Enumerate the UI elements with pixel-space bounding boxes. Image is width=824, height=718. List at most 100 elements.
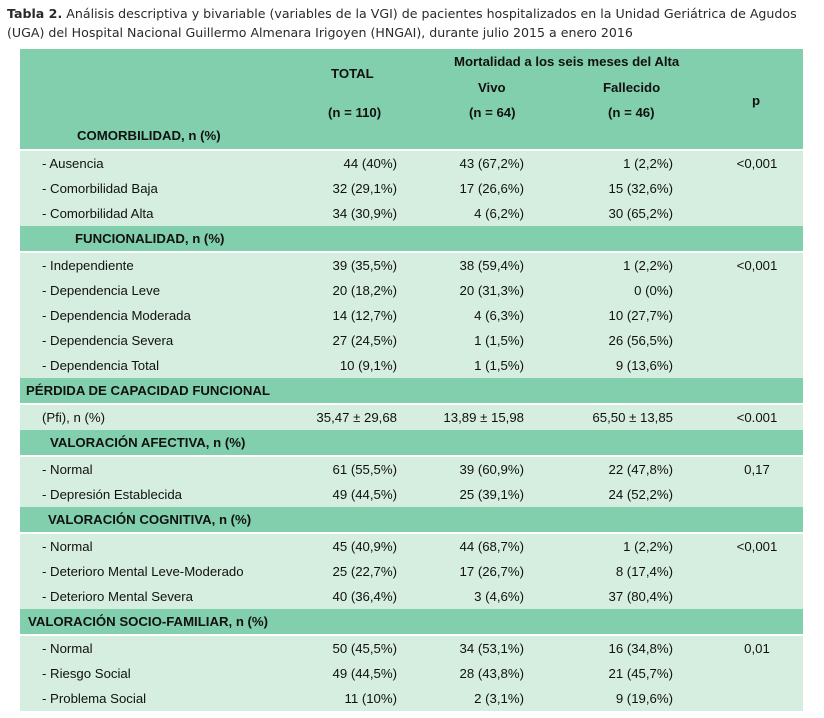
table-row: - Depresión Establecida 49 (44,5%) 25 (39,…	[20, 482, 803, 507]
cell-p: 0,17	[744, 462, 770, 477]
table-body: - Ausencia 44 (40%) 43 (67,2%) 1 (2,2%) <0,0…	[20, 149, 803, 711]
section-row: VALORACIÓN SOCIO-FAMILIAR, n (%)	[20, 609, 803, 634]
cell-total: 50 (45,5%)	[332, 641, 397, 656]
cell-vivo: 28 (43,8%)	[459, 666, 524, 681]
cell-vivo: 13,89 ± 15,98	[443, 410, 524, 425]
header-total-n: (n = 110)	[328, 105, 382, 120]
cell-fallecido: 22 (47,8%)	[608, 462, 673, 477]
cell-fallecido: 1 (2,2%)	[623, 258, 673, 273]
cell-p	[727, 201, 787, 226]
row-label: - Depresión Establecida	[42, 487, 183, 502]
row-label: - Deterioro Mental Leve-Moderado	[42, 564, 244, 579]
cell-p: <0,001	[736, 258, 778, 273]
cell-vivo: 34 (53,1%)	[459, 641, 524, 656]
cell-fallecido: 10 (27,7%)	[608, 308, 673, 323]
table-row: - Normal 45 (40,9%) 44 (68,7%) 1 (2,2%) <0,0…	[20, 532, 803, 559]
row-label: - Independiente	[42, 258, 134, 273]
cell-p	[727, 686, 787, 711]
cell-total: 35,47 ± 29,68	[316, 410, 397, 425]
section-row: VALORACIÓN AFECTIVA, n (%)	[20, 430, 803, 455]
cell-total: 44 (40%)	[343, 156, 397, 171]
cell-fallecido: 9 (19,6%)	[615, 691, 673, 706]
row-label: - Normal	[42, 462, 93, 477]
row-label: - Ausencia	[42, 156, 104, 171]
row-label: - Riesgo Social	[42, 666, 131, 681]
section-label: VALORACIÓN COGNITIVA, n (%)	[48, 512, 252, 527]
cell-total: 61 (55,5%)	[332, 462, 397, 477]
table-row: - Dependencia Leve 20 (18,2%) 20 (31,3%) 0 …	[20, 278, 803, 303]
cell-total: 39 (35,5%)	[332, 258, 397, 273]
cell-total: 25 (22,7%)	[332, 564, 397, 579]
cell-p	[727, 328, 787, 353]
cell-vivo: 44 (68,7%)	[459, 539, 524, 554]
row-label: - Dependencia Leve	[42, 283, 161, 298]
table-row: - Comorbilidad Alta 34 (30,9%) 4 (6,2%) 30 …	[20, 201, 803, 226]
table-row: - Problema Social 11 (10%) 2 (3,1%) 9 (19,6…	[20, 686, 803, 711]
cell-fallecido: 30 (65,2%)	[608, 206, 673, 221]
header-fallecido: Fallecido	[603, 80, 661, 95]
cell-p	[727, 559, 787, 584]
cell-p: 0,01	[744, 641, 770, 656]
cell-fallecido: 15 (32,6%)	[608, 181, 673, 196]
cell-fallecido: 26 (56,5%)	[608, 333, 673, 348]
table-caption: Tabla 2. Análisis descriptiva y bivariab…	[7, 4, 819, 42]
cell-total: 32 (29,1%)	[332, 181, 397, 196]
table-row: - Dependencia Moderada 14 (12,7%) 4 (6,3%)…	[20, 303, 803, 328]
cell-vivo: 3 (4,6%)	[474, 589, 524, 604]
section-label: VALORACIÓN AFECTIVA, n (%)	[50, 435, 246, 450]
cell-p	[727, 303, 787, 328]
cell-vivo: 43 (67,2%)	[459, 156, 524, 171]
cell-p: <0.001	[736, 410, 778, 425]
caption-text: Análisis descriptiva y bivariable (varia…	[7, 6, 797, 40]
cell-fallecido: 1 (2,2%)	[623, 156, 673, 171]
cell-total: 14 (12,7%)	[332, 308, 397, 323]
row-label: - Comorbilidad Baja	[42, 181, 158, 196]
table-row: - Dependencia Severa 27 (24,5%) 1 (1,5%) 26…	[20, 328, 803, 353]
header-p: p	[752, 93, 761, 108]
header-vivo: Vivo	[478, 80, 506, 95]
cell-total: 40 (36,4%)	[332, 589, 397, 604]
cell-fallecido: 8 (17,4%)	[615, 564, 673, 579]
cell-vivo: 38 (59,4%)	[459, 258, 524, 273]
table-row: - Riesgo Social 49 (44,5%) 28 (43,8%) 21 (4…	[20, 661, 803, 686]
cell-p	[727, 278, 787, 303]
cell-vivo: 4 (6,3%)	[474, 308, 524, 323]
cell-vivo: 2 (3,1%)	[474, 691, 524, 706]
row-label: - Dependencia Moderada	[42, 308, 191, 323]
header-mortality: Mortalidad a los seis meses del Alta	[454, 54, 680, 69]
results-table: TOTAL (n = 110) Mortalidad a los seis me…	[20, 49, 803, 711]
row-label: (Pfi), n (%)	[42, 410, 106, 425]
cell-total: 20 (18,2%)	[332, 283, 397, 298]
table-row: - Ausencia 44 (40%) 43 (67,2%) 1 (2,2%) <0,0…	[20, 149, 803, 176]
section-row: FUNCIONALIDAD, n (%)	[20, 226, 803, 251]
cell-vivo: 25 (39,1%)	[459, 487, 524, 502]
row-label: - Comorbilidad Alta	[42, 206, 154, 221]
cell-vivo: 4 (6,2%)	[474, 206, 524, 221]
cell-total: 45 (40,9%)	[332, 539, 397, 554]
cell-fallecido: 1 (2,2%)	[623, 539, 673, 554]
table-row: - Deterioro Mental Leve-Moderado 25 (22,7…	[20, 559, 803, 584]
cell-total: 49 (44,5%)	[332, 666, 397, 681]
table-row: - Normal 61 (55,5%) 39 (60,9%) 22 (47,8%) 0,…	[20, 455, 803, 482]
cell-vivo: 1 (1,5%)	[474, 358, 524, 373]
cell-total: 11 (10%)	[344, 691, 397, 706]
table-row: - Normal 50 (45,5%) 34 (53,1%) 16 (34,8%) 0,…	[20, 634, 803, 661]
section-label: FUNCIONALIDAD, n (%)	[75, 231, 225, 246]
cell-p	[727, 482, 787, 507]
table-row: - Independiente 39 (35,5%) 38 (59,4%) 1 (2,…	[20, 251, 803, 278]
header-fallecido-n: (n = 46)	[608, 105, 655, 120]
table-row: - Dependencia Total 10 (9,1%) 1 (1,5%) 9 (1…	[20, 353, 803, 378]
cell-total: 49 (44,5%)	[332, 487, 397, 502]
table-row: - Deterioro Mental Severa 40 (36,4%) 3 (4,…	[20, 584, 803, 609]
section-row: PÉRDIDA DE CAPACIDAD FUNCIONAL	[20, 378, 803, 403]
table-row: - Comorbilidad Baja 32 (29,1%) 17 (26,6%) 1…	[20, 176, 803, 201]
row-label: - Dependencia Severa	[42, 333, 174, 348]
cell-total: 27 (24,5%)	[332, 333, 397, 348]
cell-p	[727, 176, 787, 201]
cell-p	[727, 584, 787, 609]
header-total: TOTAL	[331, 66, 374, 81]
cell-p	[727, 353, 787, 378]
cell-vivo: 20 (31,3%)	[459, 283, 524, 298]
cell-fallecido: 16 (34,8%)	[608, 641, 673, 656]
row-label: - Problema Social	[42, 691, 147, 706]
